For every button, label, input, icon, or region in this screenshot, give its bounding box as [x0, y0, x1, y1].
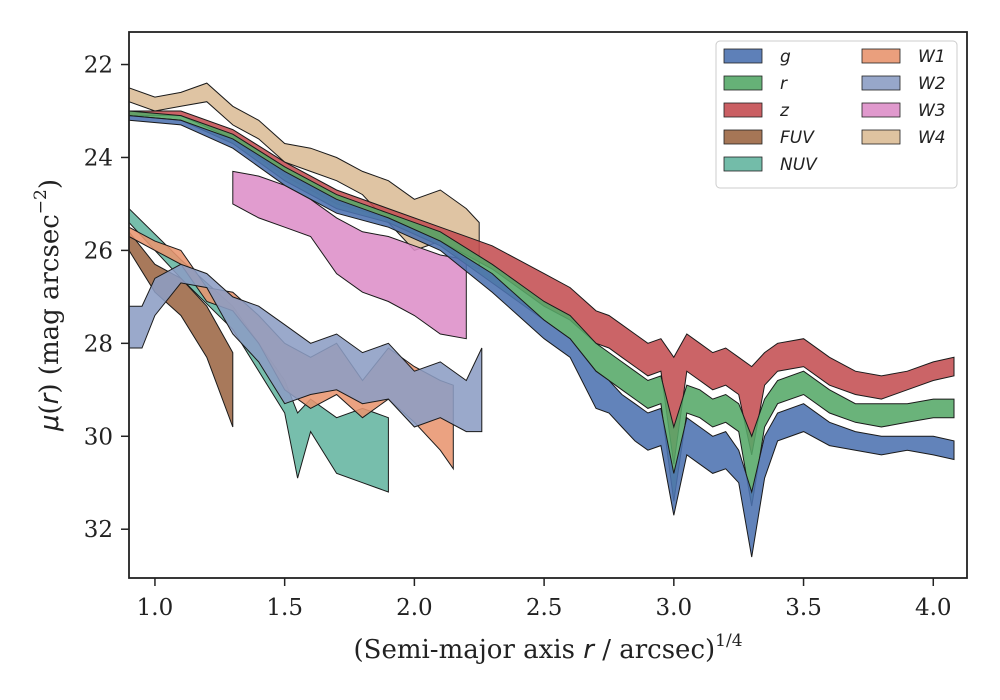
- legend-label-fuv: FUV: [780, 128, 815, 148]
- y-tick-label: 22: [84, 53, 113, 79]
- x-axis-ticks: 1.0 1.5 2.0 2.5 3.0 3.5 4.0: [137, 578, 952, 621]
- legend: grz FUV NUV W1 W2 W3 W4: [715, 40, 958, 189]
- legend-swatch-fuv: [723, 129, 763, 145]
- legend-label-w1: W1: [918, 47, 946, 67]
- legend-label-w3: W3: [918, 101, 946, 121]
- legend-swatch-w1: [861, 48, 901, 64]
- legend-label-nuv: NUV: [780, 155, 818, 175]
- x-tick-label: 2.0: [396, 595, 433, 621]
- x-axis-label: (Semi-major axis r / arcsec)1/4: [353, 631, 742, 665]
- band-w3: [232, 170, 467, 340]
- y-tick-label: 28: [84, 331, 113, 357]
- y-tick-label: 26: [84, 238, 113, 264]
- band-w2: [129, 263, 483, 433]
- plot-frame: [128, 31, 968, 579]
- x-tick-label: 2.5: [526, 595, 563, 621]
- legend-label-z: z: [779, 101, 790, 121]
- legend-label-g: g: [780, 47, 791, 67]
- legend-swatch-w4: [861, 129, 901, 145]
- band-g: [129, 115, 955, 558]
- x-tick-label: 1.0: [137, 595, 174, 621]
- legend-label-r: r: [780, 74, 788, 94]
- x-tick-label: 3.5: [785, 595, 822, 621]
- y-tick-label: 24: [84, 145, 113, 171]
- x-tick-label: 1.5: [266, 595, 303, 621]
- x-tick-label: 3.0: [656, 595, 693, 621]
- legend-swatch-w3: [861, 102, 901, 118]
- y-axis-label: μ(r) (mag arcsec−2): [31, 179, 65, 432]
- x-tick-label: 4.0: [915, 595, 952, 621]
- legend-swatch-z: [723, 102, 763, 118]
- legend-label-w4: W4: [918, 128, 946, 148]
- y-tick-label: 32: [84, 517, 113, 543]
- legend-swatch-r: [723, 75, 763, 91]
- y-tick-label: 30: [84, 424, 113, 450]
- legend-swatch-w2: [861, 75, 901, 91]
- legend-swatch-nuv: [723, 156, 763, 172]
- legend-label-w2: W2: [918, 74, 946, 94]
- profile-bands: [129, 82, 955, 558]
- legend-swatch-g: [723, 48, 763, 64]
- y-axis-ticks: 22 24 26 28 30 32: [84, 53, 129, 543]
